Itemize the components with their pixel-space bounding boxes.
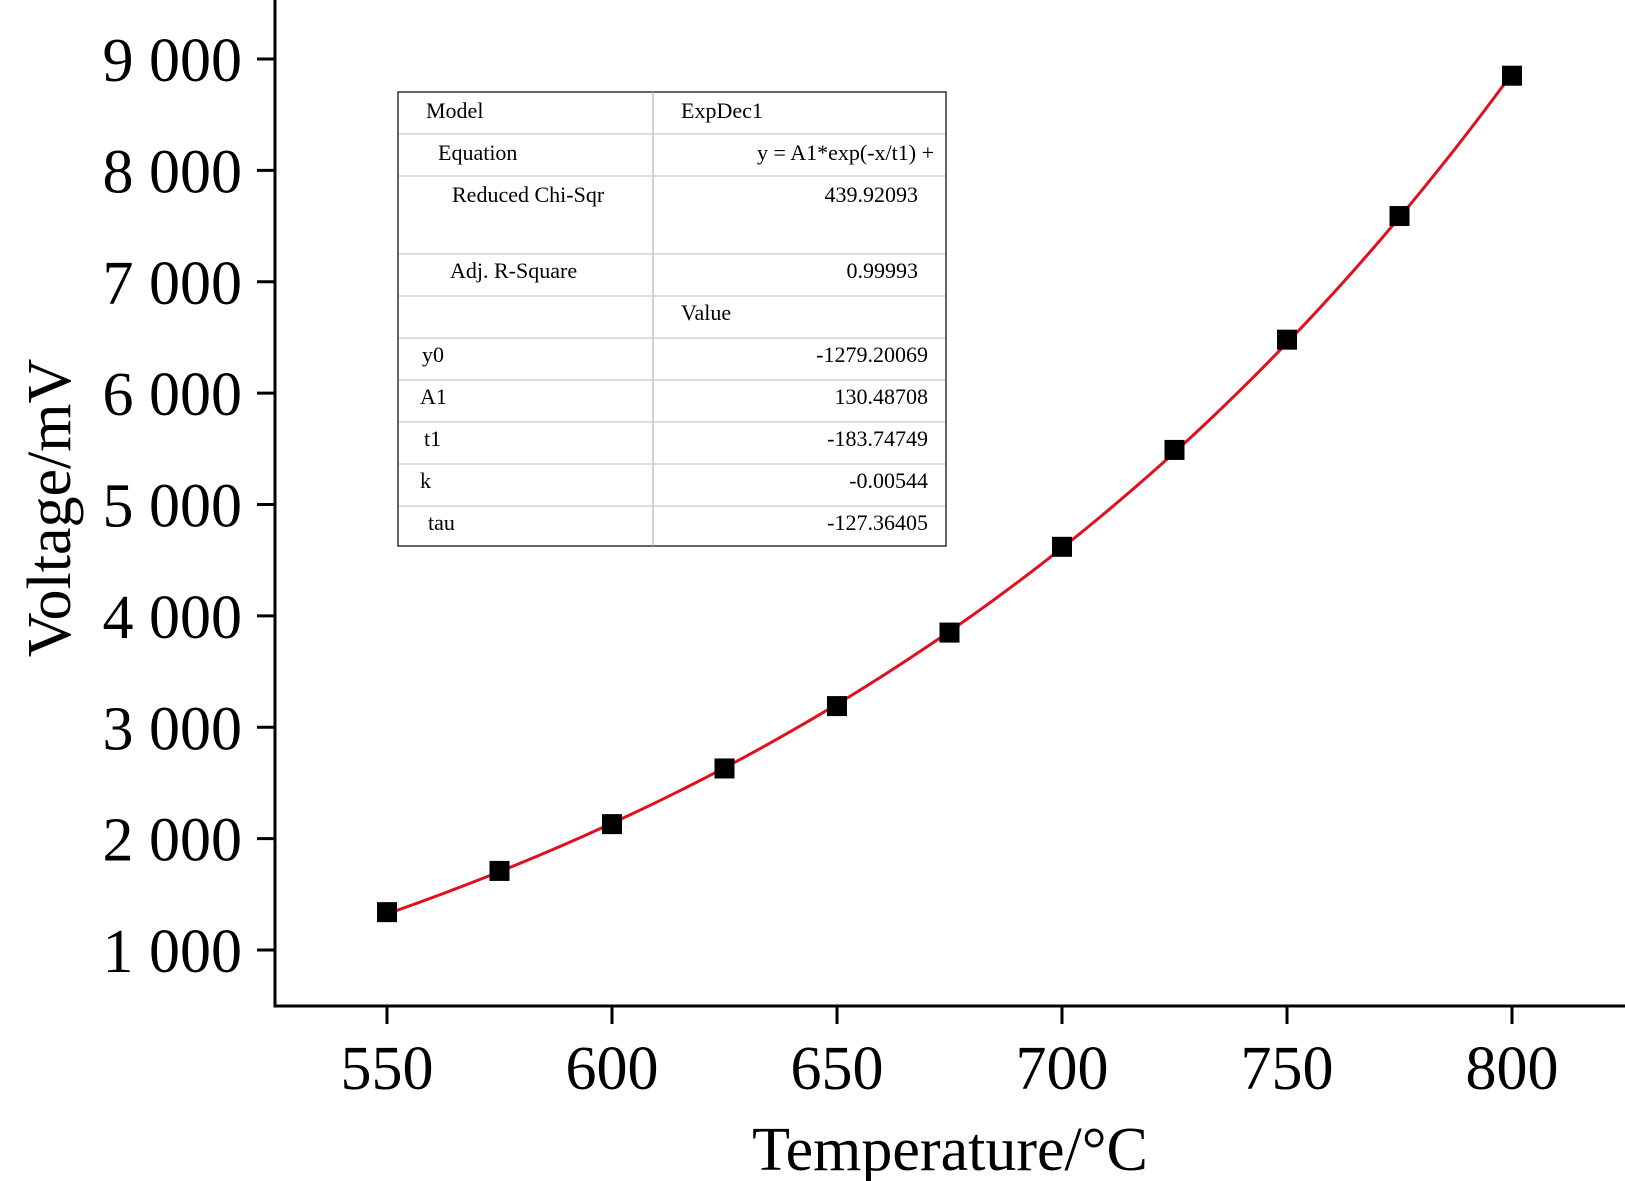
table-row-label: Model xyxy=(426,98,483,123)
table-row-value: -127.36405 xyxy=(827,510,928,535)
table-row-label: y0 xyxy=(422,342,444,367)
data-point xyxy=(939,622,960,643)
table-row-value: Value xyxy=(681,300,731,325)
y-tick-label: 5 000 xyxy=(103,473,243,541)
table-row-label: Adj. R-Square xyxy=(450,258,577,283)
x-tick-label: 750 xyxy=(1241,1035,1334,1103)
table-row-value: 439.92093 xyxy=(825,182,919,207)
y-tick-label: 2 000 xyxy=(103,807,243,875)
table-row-value: 0.99993 xyxy=(847,258,919,283)
table-row-value: -1279.20069 xyxy=(816,342,928,367)
table-row-label: Reduced Chi-Sqr xyxy=(452,182,605,207)
table-row-value: ExpDec1 xyxy=(681,98,763,123)
table-row-label: tau xyxy=(428,510,455,535)
table-row-label: k xyxy=(420,468,431,493)
x-tick-label: 650 xyxy=(791,1035,884,1103)
data-point xyxy=(1277,329,1297,350)
x-tick-label: 600 xyxy=(566,1035,659,1103)
fit-parameters-table: Model ExpDec1 Equation y = A1*exp(-x/t1) + R… xyxy=(397,91,947,547)
table-row-value: -183.74749 xyxy=(827,426,928,451)
data-point xyxy=(714,758,735,779)
y-tick-label: 1 000 xyxy=(103,918,243,986)
data-point xyxy=(1164,439,1185,460)
table-row-value: y = A1*exp(-x/t1) + xyxy=(757,140,934,165)
table-row-label: A1 xyxy=(420,384,447,409)
table-row-value: 130.48708 xyxy=(835,384,929,409)
table-border xyxy=(397,91,947,547)
data-point xyxy=(602,814,622,835)
y-tick-label: 4 000 xyxy=(103,584,243,652)
data-point xyxy=(1052,536,1072,557)
y-ticks: 1 000 2 000 3 000 4 000 5 000 6 000 7 000 8 000… xyxy=(103,27,275,986)
plot-area xyxy=(377,65,1522,923)
table-row-label: Equation xyxy=(438,140,517,165)
x-ticks: 550 600 650 700 750 800 xyxy=(341,1006,1559,1103)
y-tick-label: 7 000 xyxy=(103,250,243,318)
y-tick-label: 8 000 xyxy=(103,138,243,206)
data-point xyxy=(489,860,510,881)
data-point xyxy=(377,902,397,923)
table-row-label: t1 xyxy=(424,426,441,451)
x-axis-title: Temperature/°C xyxy=(752,1116,1148,1181)
y-tick-label: 6 000 xyxy=(103,361,243,429)
y-tick-label: 3 000 xyxy=(103,695,243,763)
y-axis-title: Voltage/mV xyxy=(16,359,84,658)
table-row-value: -0.00544 xyxy=(849,468,928,493)
data-points xyxy=(377,65,1522,923)
data-point xyxy=(1502,65,1522,86)
y-tick-label: 9 000 xyxy=(103,27,243,95)
x-tick-label: 700 xyxy=(1016,1035,1109,1103)
data-point xyxy=(1389,206,1410,227)
data-point xyxy=(827,696,847,717)
x-tick-label: 550 xyxy=(341,1035,434,1103)
x-tick-label: 800 xyxy=(1466,1035,1559,1103)
